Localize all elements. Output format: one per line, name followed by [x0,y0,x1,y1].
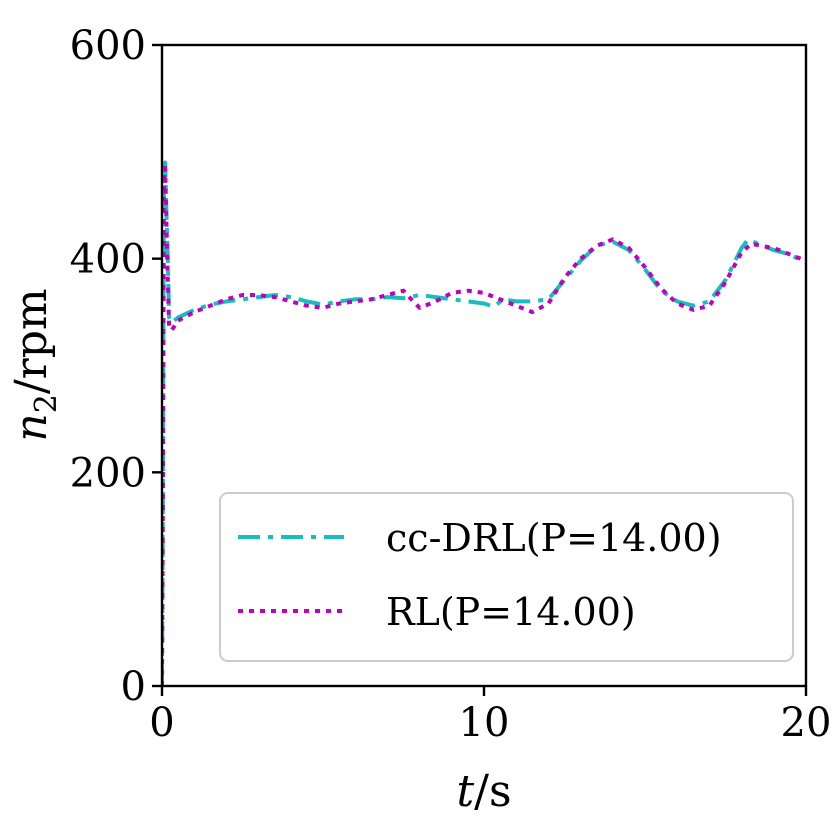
y-axis-label-unit: rpm [6,288,57,379]
x-tick-label: 0 [149,700,174,746]
x-axis-label: t/s [456,766,511,817]
legend-box [219,492,794,662]
y-axis-label-var: n [6,413,57,441]
series-line-1 [162,165,806,686]
y-tick-label: 0 [121,664,146,710]
x-tick-label: 20 [781,700,832,746]
y-tick-label: 600 [70,23,146,69]
series-layer [162,160,806,686]
legend: cc-DRL(P=14.00) RL(P=14.00) [219,492,794,662]
x-axis-label-var: t [456,766,474,817]
x-axis-label-unit: s [489,766,512,817]
y-axis-label-sub: 2 [29,394,64,413]
y-tick-label: 400 [70,237,146,283]
series-line-0 [162,160,806,686]
legend-label-rl: RL(P=14.00) [386,590,636,634]
y-tick-label: 200 [70,450,146,496]
y-axis-ticks: 0 200 400 600 [70,23,162,710]
x-axis-ticks: 0 10 20 [149,686,831,746]
legend-label-cc-drl: cc-DRL(P=14.00) [386,516,722,560]
x-tick-label: 10 [459,700,510,746]
y-axis-label: n2/rpm [6,288,64,441]
